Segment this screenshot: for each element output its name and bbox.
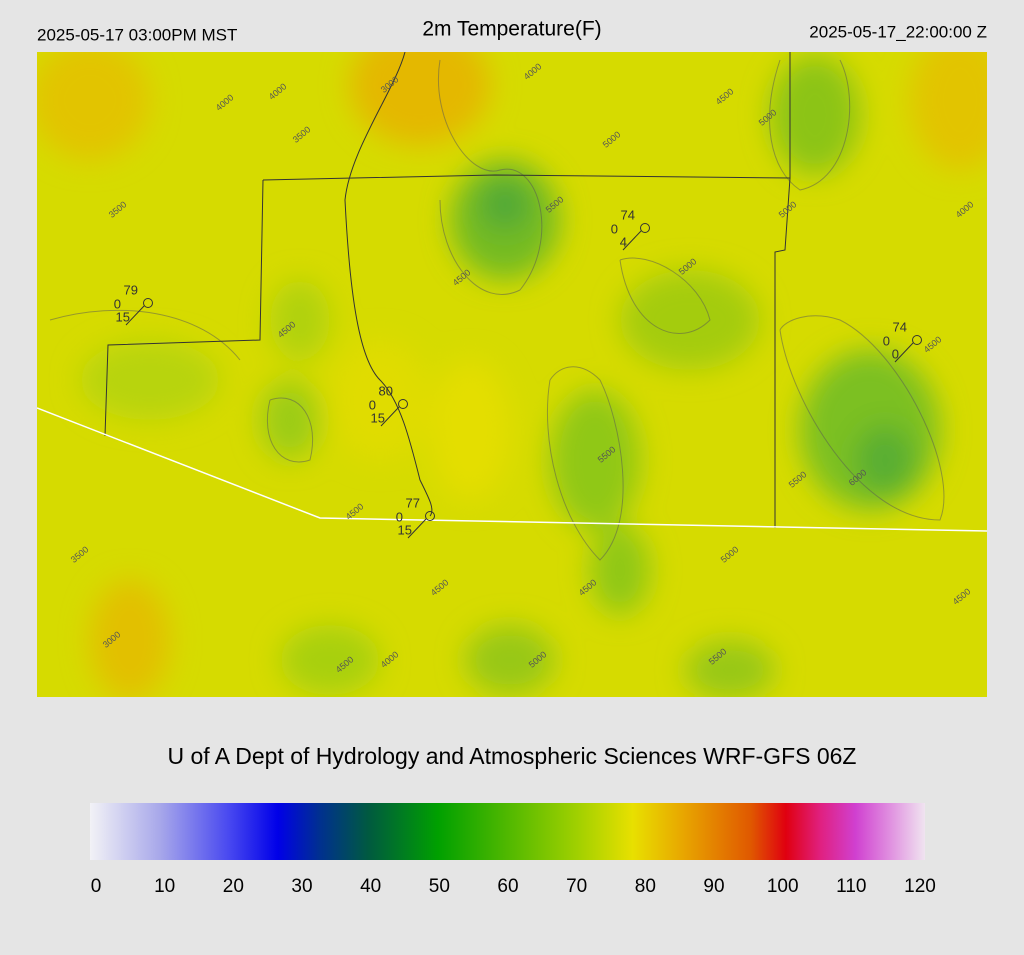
colorbar-tick-label: 20 bbox=[223, 876, 244, 897]
colorbar-tick-label: 40 bbox=[360, 876, 381, 897]
station-dew: 0 bbox=[114, 296, 121, 311]
map bbox=[37, 52, 987, 697]
colorbar bbox=[90, 803, 925, 860]
colorbar-tick-label: 10 bbox=[154, 876, 175, 897]
station-temp: 74 bbox=[893, 319, 907, 334]
colorbar-tick-label: 120 bbox=[904, 876, 936, 897]
station-marker bbox=[398, 399, 408, 409]
wind-barb bbox=[380, 406, 400, 427]
station-dew: 0 bbox=[611, 221, 618, 236]
station-temp: 77 bbox=[406, 495, 420, 510]
wind-barb bbox=[125, 305, 145, 326]
local-time: 2025-05-17 03:00PM MST bbox=[37, 25, 237, 44]
station-wind: 0 bbox=[892, 346, 899, 361]
wind-barb bbox=[622, 230, 642, 251]
colorbar-tick-label: 100 bbox=[767, 876, 799, 897]
station-wind: 4 bbox=[620, 234, 627, 249]
station-wind: 15 bbox=[398, 522, 412, 537]
station-wind: 15 bbox=[371, 410, 385, 425]
wind-barb bbox=[407, 518, 427, 539]
station-dew: 0 bbox=[883, 333, 890, 348]
credit: U of A Dept of Hydrology and Atmospheric… bbox=[167, 743, 856, 769]
colorbar-tick-label: 90 bbox=[703, 876, 724, 897]
colorbar-tick-label: 50 bbox=[429, 876, 450, 897]
wind-barb bbox=[894, 342, 914, 363]
station-temp: 79 bbox=[124, 282, 138, 297]
colorbar-tick-label: 80 bbox=[635, 876, 656, 897]
station-marker bbox=[143, 298, 153, 308]
map-title: 2m Temperature(F) bbox=[422, 18, 601, 41]
colorbar-tick-label: 60 bbox=[497, 876, 518, 897]
station-dew: 0 bbox=[369, 397, 376, 412]
station-temp: 74 bbox=[621, 207, 635, 222]
colorbar-tick-label: 30 bbox=[291, 876, 312, 897]
colorbar-tick-label: 110 bbox=[836, 876, 866, 897]
utc-time: 2025-05-17_22:00:00 Z bbox=[809, 22, 987, 41]
colorbar-tick-label: 70 bbox=[566, 876, 587, 897]
colorbar-tick-label: 0 bbox=[91, 876, 102, 897]
station-marker bbox=[640, 223, 650, 233]
station-marker bbox=[912, 335, 922, 345]
station-temp: 80 bbox=[379, 383, 393, 398]
station-wind: 15 bbox=[116, 309, 130, 324]
station-dew: 0 bbox=[396, 509, 403, 524]
station-marker bbox=[425, 511, 435, 521]
